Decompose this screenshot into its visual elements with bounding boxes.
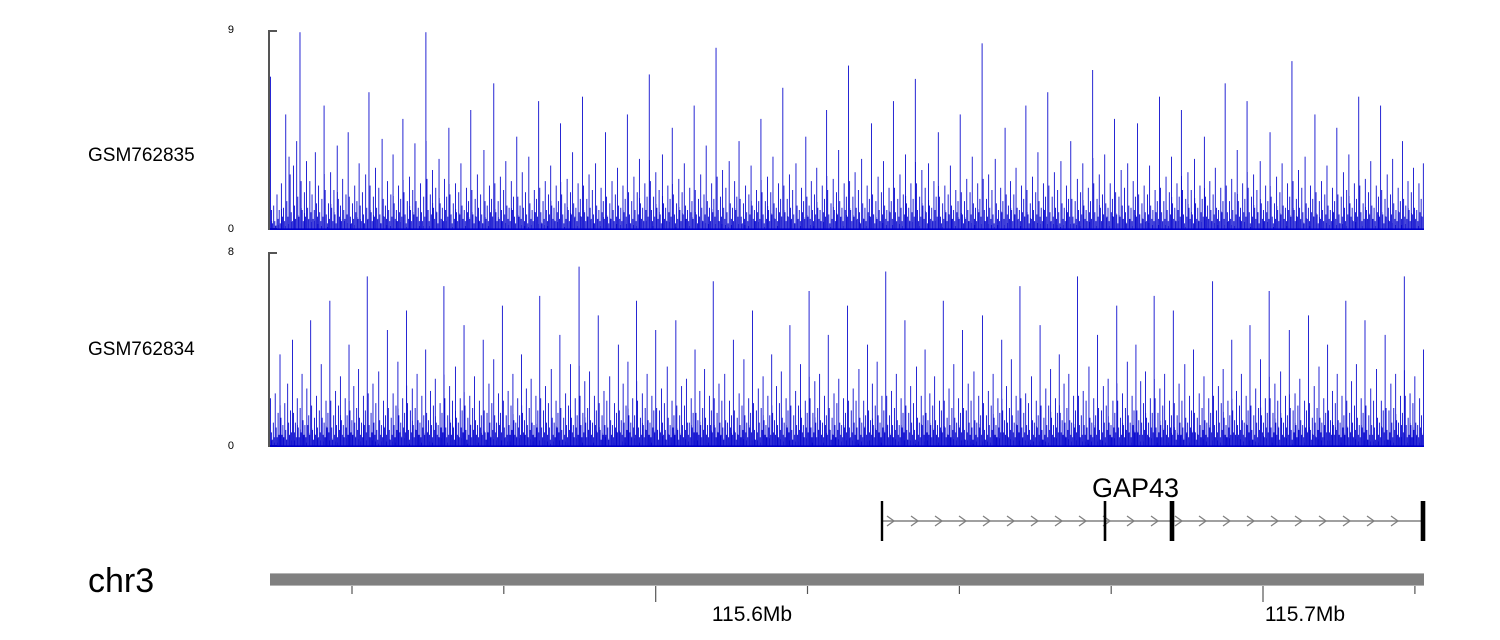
coverage-svg-1 bbox=[270, 266, 1424, 447]
y-axis-tick-max-1 bbox=[268, 252, 277, 254]
track-label-1: GSM762834 bbox=[88, 339, 195, 360]
y-axis-tick-max-0 bbox=[268, 30, 277, 32]
coverage-plot-1 bbox=[270, 252, 1424, 447]
gene-label-gap43[interactable]: GAP43 bbox=[1092, 473, 1180, 503]
y-axis-label-min-1: 0 bbox=[227, 440, 234, 452]
y-axis-spine-0 bbox=[268, 30, 270, 230]
ruler-label-1: 115.7Mb bbox=[1264, 603, 1346, 626]
ruler-label-0: 115.6Mb bbox=[711, 603, 793, 626]
y-axis-label-max-1: 8 bbox=[227, 246, 234, 258]
coverage-svg-0 bbox=[270, 32, 1424, 230]
ideogram-bar[interactable] bbox=[270, 573, 1424, 586]
coverage-plot-0 bbox=[270, 30, 1424, 230]
track-label-0: GSM762835 bbox=[88, 145, 195, 166]
gene-annotation-track: GAP43 bbox=[0, 475, 1500, 550]
coverage-track-0: GSM762835 9 0 bbox=[0, 25, 1500, 235]
y-axis-label-min-0: 0 bbox=[227, 223, 234, 235]
y-axis-spine-1 bbox=[268, 252, 270, 447]
chromosome-ruler: chr3 115.6Mb 115.7Mb bbox=[0, 552, 1500, 640]
y-axis-1: 8 0 bbox=[228, 247, 277, 452]
y-axis-label-max-0: 9 bbox=[227, 24, 234, 36]
chromosome-label: chr3 bbox=[88, 562, 155, 600]
gene-model-svg[interactable] bbox=[0, 475, 1500, 550]
coverage-track-1: GSM762834 8 0 bbox=[0, 247, 1500, 452]
y-axis-0: 9 0 bbox=[228, 25, 277, 235]
ruler-ticks-svg bbox=[351, 586, 1416, 602]
